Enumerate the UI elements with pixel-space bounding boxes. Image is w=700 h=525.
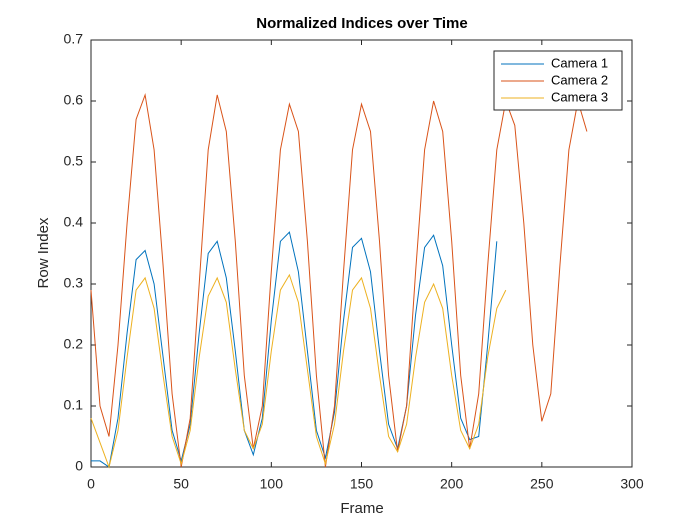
x-tick-label: 200: [440, 476, 464, 492]
y-tick-label: 0.4: [64, 214, 84, 230]
chart-title: Normalized Indices over Time: [256, 15, 467, 32]
y-tick-label: 0.1: [64, 397, 84, 413]
y-axis-label: Row Index: [35, 217, 52, 288]
x-tick-label: 250: [530, 476, 554, 492]
series-line: [90, 273, 507, 469]
y-tick-label: 0.7: [64, 31, 84, 47]
plot-frame: [90, 39, 633, 468]
y-tick-label: 0.2: [64, 336, 84, 352]
legend-label: Camera 1: [551, 55, 608, 70]
y-tick-label: 0.6: [64, 92, 84, 108]
x-tick-label: 150: [350, 476, 374, 492]
legend-label: Camera 2: [551, 72, 608, 87]
x-axis-label: Frame: [340, 500, 383, 517]
y-tick-label: 0.5: [64, 153, 84, 169]
y-tick-label: 0.3: [64, 275, 84, 291]
series-line: [91, 231, 498, 468]
y-tick-label: 0: [75, 458, 83, 474]
x-tick-label: 0: [87, 476, 95, 492]
legend-label: Camera 3: [551, 89, 608, 104]
x-tick-label: 300: [620, 476, 644, 492]
x-tick-label: 50: [173, 476, 189, 492]
x-tick-label: 100: [260, 476, 284, 492]
